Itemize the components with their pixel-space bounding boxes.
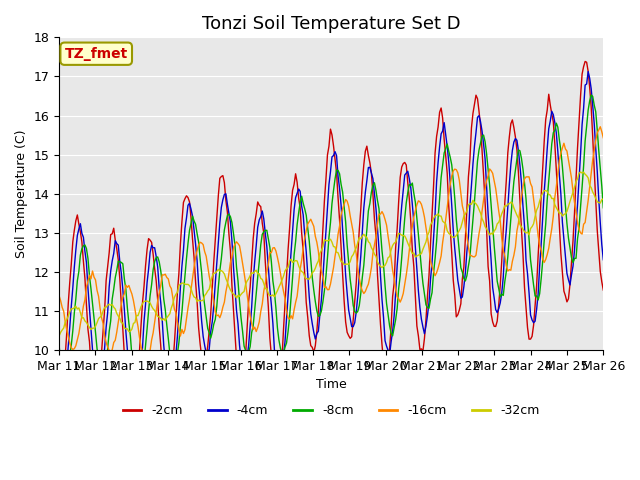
-32cm: [122, 326, 130, 332]
-32cm: [293, 258, 301, 264]
-2cm: [122, 377, 130, 383]
-8cm: [295, 210, 303, 216]
-4cm: [237, 358, 245, 363]
-32cm: [569, 189, 577, 195]
-16cm: [571, 200, 579, 205]
-8cm: [219, 240, 227, 246]
-4cm: [122, 328, 130, 334]
-32cm: [577, 169, 584, 175]
-32cm: [236, 294, 243, 300]
-2cm: [129, 420, 137, 426]
-4cm: [600, 257, 607, 263]
-16cm: [295, 280, 303, 286]
-32cm: [600, 196, 607, 202]
-16cm: [600, 135, 607, 141]
Legend: -2cm, -4cm, -8cm, -16cm, -32cm: -2cm, -4cm, -8cm, -16cm, -32cm: [118, 399, 545, 422]
Text: TZ_fmet: TZ_fmet: [65, 47, 128, 60]
-2cm: [571, 210, 579, 216]
-8cm: [134, 385, 142, 391]
-2cm: [55, 401, 63, 407]
-8cm: [571, 255, 579, 261]
Y-axis label: Soil Temperature (C): Soil Temperature (C): [15, 130, 28, 258]
-32cm: [55, 333, 63, 339]
-32cm: [218, 268, 225, 274]
-8cm: [122, 287, 130, 292]
-16cm: [246, 313, 254, 319]
-2cm: [295, 195, 303, 201]
-8cm: [237, 315, 245, 321]
-2cm: [237, 375, 245, 381]
-8cm: [588, 92, 595, 98]
-8cm: [246, 344, 254, 349]
-8cm: [600, 205, 607, 211]
-16cm: [55, 293, 63, 299]
-16cm: [237, 251, 245, 257]
Line: -2cm: -2cm: [59, 61, 604, 423]
-16cm: [596, 124, 604, 130]
-16cm: [122, 282, 130, 288]
-2cm: [581, 59, 589, 64]
Line: -16cm: -16cm: [59, 127, 604, 361]
-4cm: [55, 382, 63, 387]
Line: -8cm: -8cm: [59, 95, 604, 388]
-16cm: [141, 359, 149, 364]
-4cm: [295, 186, 303, 192]
-4cm: [246, 324, 254, 329]
-2cm: [219, 173, 227, 179]
-4cm: [219, 197, 227, 203]
-16cm: [219, 304, 227, 310]
-2cm: [600, 287, 607, 293]
Line: -32cm: -32cm: [59, 172, 604, 336]
-2cm: [246, 284, 254, 290]
-4cm: [584, 69, 592, 74]
-4cm: [132, 404, 140, 409]
Line: -4cm: -4cm: [59, 72, 604, 407]
-4cm: [571, 247, 579, 253]
Title: Tonzi Soil Temperature Set D: Tonzi Soil Temperature Set D: [202, 15, 461, 33]
-8cm: [55, 343, 63, 349]
X-axis label: Time: Time: [316, 378, 347, 391]
-32cm: [244, 276, 252, 282]
